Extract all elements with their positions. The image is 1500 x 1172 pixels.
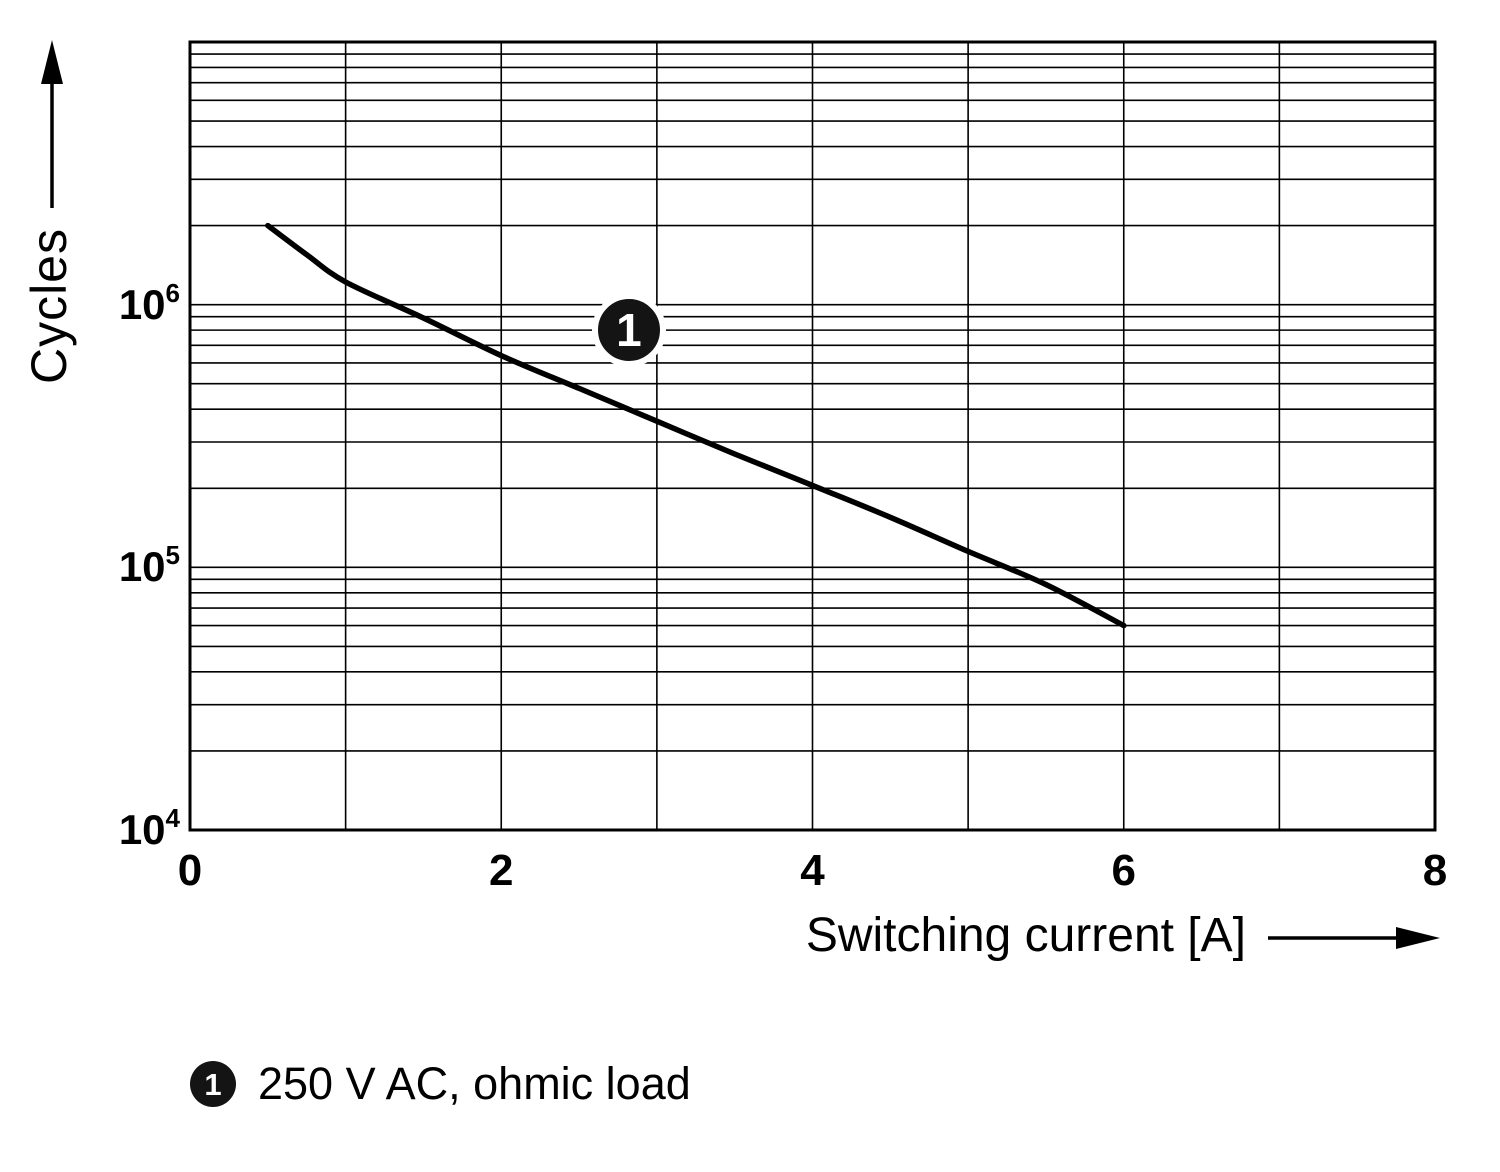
- y-tick-base: 10: [118, 543, 166, 591]
- legend: 1 250 V AC, ohmic load: [190, 1058, 691, 1110]
- y-tick-label-1e6: 106: [92, 280, 180, 328]
- curve-series-1: [265, 222, 1127, 629]
- legend-marker-1-icon: 1: [190, 1061, 236, 1107]
- y-tick-label-1e4: 104: [92, 805, 180, 853]
- x-axis-title: Switching current [A]: [805, 909, 1246, 962]
- y-axis-title: Cycles: [21, 228, 77, 385]
- y-tick-label-1e5: 105: [92, 542, 180, 591]
- x-tick-label-0: 0: [177, 846, 203, 895]
- x-tick-label-8: 8: [1422, 846, 1448, 895]
- x-tick-label-4: 4: [800, 846, 825, 895]
- y-tick-base: 10: [118, 806, 166, 853]
- curve-annotation-badge-1: 1: [591, 293, 666, 368]
- grid-lines: [189, 42, 1436, 831]
- x-tick-label-6: 6: [1111, 846, 1136, 895]
- x-tick-label-2: 2: [489, 846, 514, 895]
- y-axis-arrow-icon: [41, 40, 63, 208]
- y-tick-base: 10: [118, 280, 166, 328]
- legend-marker-label: 1: [204, 1066, 222, 1102]
- curve-annotation-label: 1: [616, 304, 642, 357]
- y-tick-exponent: 4: [165, 803, 180, 833]
- x-axis-arrow-icon: [1268, 927, 1440, 949]
- y-tick-exponent: 6: [165, 277, 180, 308]
- plot-frame: [188, 40, 1437, 832]
- y-tick-exponent: 5: [165, 540, 180, 571]
- legend-text: 250 V AC, ohmic load: [258, 1058, 691, 1109]
